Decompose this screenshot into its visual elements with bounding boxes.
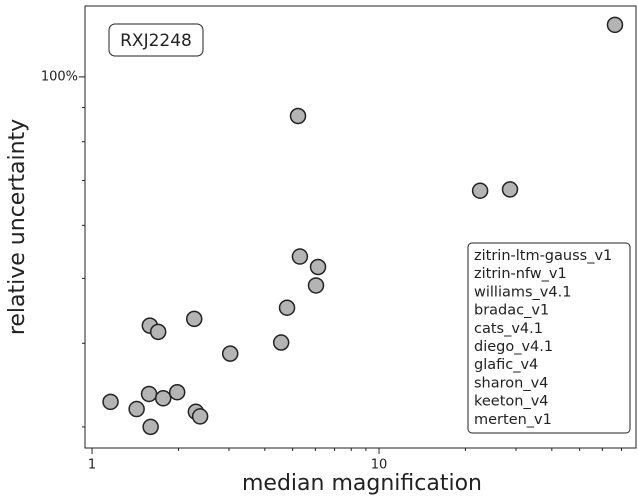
legend-entry: diego_v4.1 bbox=[474, 339, 553, 355]
point bbox=[501, 181, 519, 198]
annotation: RXJ2248 bbox=[120, 31, 192, 51]
x-tick-label: 1 bbox=[88, 458, 96, 473]
point bbox=[291, 248, 309, 265]
legend-entry: williams_v4.1 bbox=[474, 284, 571, 300]
legend-entry: bradac_v1 bbox=[474, 303, 549, 319]
annotation-box bbox=[108, 23, 204, 57]
point bbox=[102, 393, 119, 411]
point bbox=[221, 345, 239, 362]
x-tick-label: 10 bbox=[371, 458, 388, 473]
legend-entry: cats_v4.1 bbox=[474, 321, 543, 337]
point bbox=[606, 16, 624, 34]
legend-entry: merten_v1 bbox=[474, 412, 552, 428]
x-axis-label: median magnification bbox=[242, 471, 482, 496]
legend-entry: sharon_v4 bbox=[474, 375, 548, 391]
point bbox=[307, 277, 325, 294]
y-axis-label: relative uncertainty bbox=[5, 119, 30, 335]
point bbox=[185, 310, 203, 328]
legend-entry: glafic_v4 bbox=[474, 357, 538, 373]
point bbox=[140, 385, 158, 403]
legend-entry: keeton_v4 bbox=[474, 394, 549, 410]
point bbox=[272, 334, 290, 351]
legend-entry: zitrin-ltm-gauss_v1 bbox=[474, 248, 612, 264]
point bbox=[471, 182, 489, 199]
point bbox=[278, 299, 296, 316]
plot-frame bbox=[84, 5, 637, 449]
point bbox=[142, 418, 159, 436]
y-tick-label: 100% bbox=[41, 69, 78, 84]
point bbox=[128, 400, 145, 418]
point bbox=[191, 408, 209, 425]
point bbox=[168, 383, 186, 401]
point bbox=[309, 258, 327, 276]
legend-box bbox=[467, 242, 631, 434]
point bbox=[154, 390, 172, 407]
point bbox=[289, 107, 307, 125]
legend-entry: zitrin-nfw_v1 bbox=[474, 266, 567, 282]
point bbox=[149, 323, 167, 341]
